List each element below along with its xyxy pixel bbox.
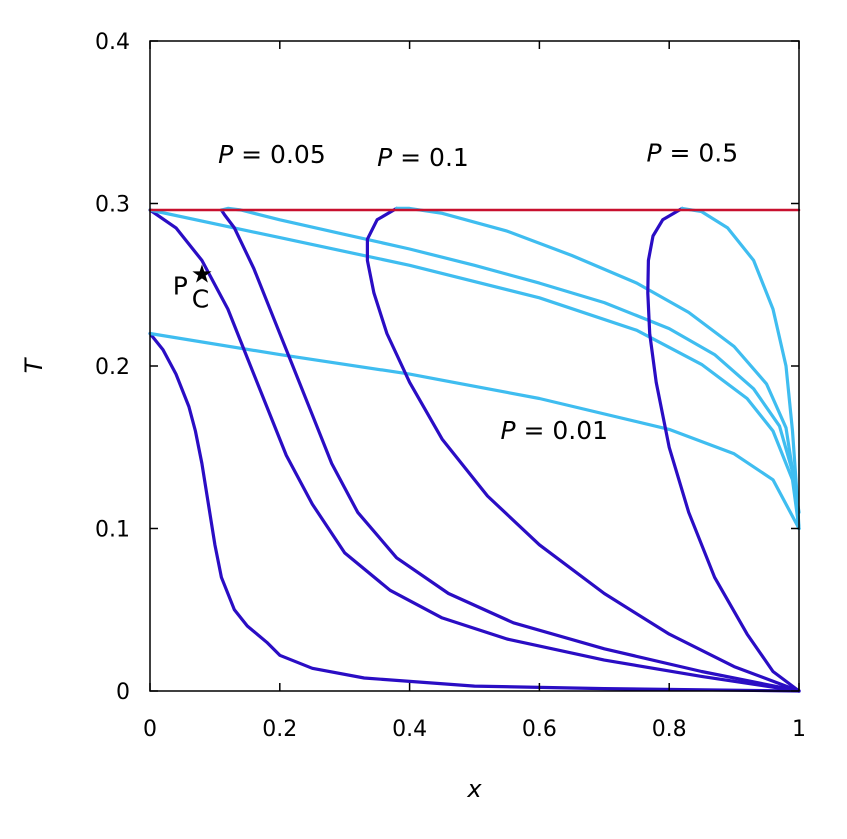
annotation-layer: P = 0.05 P = 0.1 P = 0.5P = 0.01P ★C: [173, 138, 738, 445]
liquid-curve-6: [365, 206, 801, 693]
annotation-variable: P: [377, 143, 393, 172]
annotation-value: = 0.1: [392, 143, 469, 172]
vapor-curve-1: [148, 331, 801, 531]
liquid-curve-4: [219, 208, 801, 693]
pressure-annotation-0: P = 0.05: [218, 140, 326, 169]
annotation-variable: P: [646, 138, 662, 167]
y-tick-label: 0.4: [95, 30, 130, 55]
tick-layer: 0 0.2 0.4 0.6 0.8 1 0 0.1 0.2 0.3 0.4: [95, 30, 806, 742]
pressure-annotation-1: P = 0.1: [377, 143, 469, 172]
x-tick-label: 0.4: [392, 717, 427, 742]
critical-label-sub: C: [192, 285, 209, 314]
x-tick-label: 1: [792, 717, 806, 742]
annotation-value: = 0.5: [662, 138, 739, 167]
y-tick-label: 0: [116, 680, 130, 705]
vapor-curve-5: [219, 206, 801, 531]
critical-label-star: ★: [191, 260, 213, 289]
y-tick-label: 0.1: [95, 518, 130, 543]
y-tick-label: 0.2: [95, 355, 130, 380]
y-axis-title: T: [20, 356, 48, 373]
liquid-curve-2: [148, 208, 801, 693]
x-tick-label: 0.8: [652, 717, 687, 742]
vapor-curve-7: [395, 206, 801, 514]
annotation-variable: P: [500, 416, 516, 445]
annotation-variable: P: [218, 140, 234, 169]
series-layer: [148, 206, 801, 693]
vapor-curve-3: [148, 208, 801, 531]
x-tick-label: 0.2: [262, 717, 297, 742]
liquid-curve-0: [148, 331, 801, 693]
vapor-curve-9: [680, 206, 801, 531]
x-axis-title: x: [466, 775, 482, 803]
critical-label-var: P: [173, 272, 188, 301]
liquid-curve-8: [646, 206, 801, 693]
pressure-annotation-2: P = 0.5: [646, 138, 738, 167]
x-tick-label: 0: [143, 717, 157, 742]
annotation-value: = 0.01: [516, 416, 609, 445]
annotation-value: = 0.05: [233, 140, 326, 169]
y-tick-label: 0.3: [95, 193, 130, 218]
pressure-annotation-3: P = 0.01: [500, 416, 608, 445]
x-tick-label: 0.6: [522, 717, 557, 742]
